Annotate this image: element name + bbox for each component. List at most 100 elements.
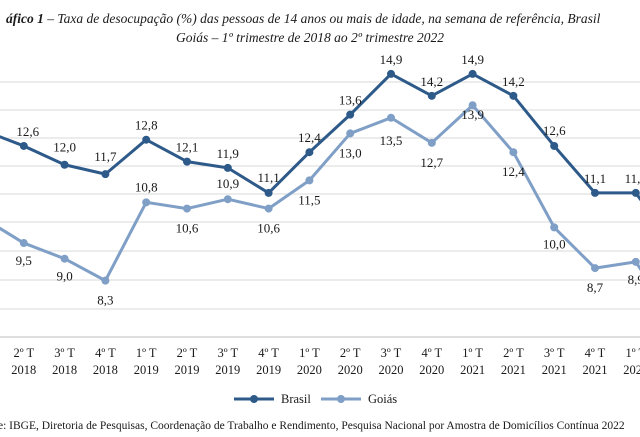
- x-tick-year: 2019: [175, 363, 200, 377]
- x-tick-quarter: 2º T: [13, 346, 34, 360]
- brasil-point: [19, 141, 28, 150]
- legend: Brasil Goiás: [234, 392, 397, 406]
- x-tick-quarter: 2º T: [177, 346, 198, 360]
- legend-swatch-marker: [250, 395, 258, 403]
- goias-point: [223, 195, 232, 204]
- x-tick-year: 2019: [134, 363, 159, 377]
- x-tick-year: 2021: [460, 363, 485, 377]
- brasil-point: [305, 148, 314, 157]
- series-line-goias: [0, 103, 640, 283]
- x-tick-year: 2018: [52, 363, 77, 377]
- x-tick-year: 2020: [419, 363, 444, 377]
- brasil-data-label: 14,9: [461, 52, 484, 67]
- brasil-point: [591, 188, 599, 197]
- legend-label: Goiás: [368, 392, 397, 406]
- brasil-data-label: 14,2: [502, 74, 525, 89]
- goias-point: [631, 257, 640, 266]
- x-tick-quarter: 4º T: [258, 346, 279, 360]
- brasil-data-label: 12,1: [176, 140, 199, 155]
- x-tick-year: 2018: [93, 363, 118, 377]
- brasil-data-label: 12,0: [53, 140, 76, 155]
- goias-point: [101, 276, 110, 285]
- x-tick-year: 2020: [297, 363, 322, 377]
- legend-label: Brasil: [281, 392, 311, 406]
- x-tick-quarter: 4º T: [421, 346, 442, 360]
- brasil-point: [60, 160, 69, 169]
- goias-data-label: 12,4: [502, 164, 525, 179]
- gridlines: [0, 81, 640, 338]
- x-tick-quarter: 3º T: [544, 346, 565, 360]
- goias-data-label: 8,7: [587, 280, 604, 295]
- goias-point: [183, 204, 191, 213]
- x-tick-year: 2020: [338, 363, 363, 377]
- x-tick-quarter: 1º T: [299, 346, 320, 360]
- brasil-data-label: 12,6: [543, 123, 566, 138]
- goias-point: [591, 264, 599, 273]
- x-tick-quarter: 3º T: [217, 346, 238, 360]
- brasil-point: [550, 141, 559, 150]
- goias-point: [427, 138, 436, 147]
- x-tick-year: 2018: [11, 363, 36, 377]
- brasil-point: [631, 188, 640, 197]
- legend-item-goias: Goiás: [321, 392, 397, 406]
- chart-subtitle: Goiás – 1º trimestre de 2018 ao 2º trime…: [176, 30, 444, 45]
- goias-data-label: 10,8: [135, 179, 158, 194]
- brasil-data-label: 11,1: [257, 170, 279, 185]
- goias-point: [468, 101, 477, 110]
- x-tick-year: 2022: [623, 363, 640, 377]
- x-tick-quarter: 4º T: [585, 346, 606, 360]
- legend-item-brasil: Brasil: [234, 392, 311, 406]
- x-tick-year: 2019: [215, 363, 240, 377]
- goias-data-label: 9,0: [56, 269, 72, 284]
- goias-data-label: 8,3: [97, 293, 113, 308]
- series-lines: [0, 69, 640, 285]
- x-tick-quarter: 3º T: [381, 346, 402, 360]
- brasil-point: [101, 170, 110, 179]
- brasil-point: [427, 91, 436, 100]
- x-tick-year: 2019: [256, 363, 281, 377]
- goias-point: [142, 198, 151, 207]
- goias-point: [550, 223, 559, 232]
- goias-point: [387, 113, 395, 122]
- goias-point: [509, 148, 518, 157]
- goias-data-label: 10,6: [176, 221, 199, 236]
- brasil-data-label: 12,8: [135, 118, 158, 133]
- chart-title-rest: – Taxa de desocupação (%) das pessoas de…: [44, 11, 601, 26]
- brasil-point: [142, 135, 151, 144]
- brasil-data-label: 11,1: [584, 171, 606, 186]
- data-labels: 12,6 12,0 11,7 12,8 12,1 11,9 11,1 12,4 13,6 14,9…: [16, 52, 640, 308]
- x-tick-quarter: 1º T: [625, 346, 640, 360]
- x-tick-quarter: 1º T: [462, 346, 483, 360]
- x-tick-quarter: 1º T: [136, 346, 157, 360]
- brasil-point: [468, 69, 477, 78]
- goias-point: [264, 204, 273, 213]
- brasil-point: [264, 188, 273, 197]
- brasil-point: [346, 110, 355, 119]
- goias-data-label: 8,9: [628, 272, 640, 287]
- goias-data-label: 10,0: [543, 236, 566, 251]
- goias-data-label: 13,0: [339, 145, 362, 160]
- goias-point: [346, 129, 355, 138]
- source-note: e: IBGE, Diretoria de Pesquisas, Coorden…: [0, 420, 625, 432]
- chart-title: áfico 1 – Taxa de desocupação (%) das pe…: [6, 11, 601, 26]
- x-axis-ticks: 2º T 2018 3º T 2018 4º T 2018 1º T 2019 2º T 2019…: [11, 346, 640, 377]
- x-tick-year: 2021: [542, 363, 567, 377]
- goias-data-label: 9,5: [16, 253, 32, 268]
- goias-point: [19, 239, 28, 248]
- brasil-data-label: 11,7: [94, 149, 117, 164]
- x-tick-year: 2021: [501, 363, 526, 377]
- x-tick-quarter: 2º T: [503, 346, 524, 360]
- goias-point: [60, 254, 69, 263]
- brasil-data-label: 12,6: [16, 124, 39, 139]
- goias-data-label: 12,7: [420, 155, 443, 170]
- goias-data-label: 10,9: [216, 176, 239, 191]
- brasil-data-label: 11,1: [625, 171, 640, 186]
- series-line-brasil: [0, 72, 640, 202]
- brasil-data-label: 12,4: [298, 130, 321, 145]
- x-tick-year: 2020: [379, 363, 404, 377]
- brasil-point: [183, 157, 191, 166]
- brasil-data-label: 14,9: [380, 52, 403, 67]
- goias-point: [305, 176, 314, 185]
- x-tick-quarter: 3º T: [54, 346, 75, 360]
